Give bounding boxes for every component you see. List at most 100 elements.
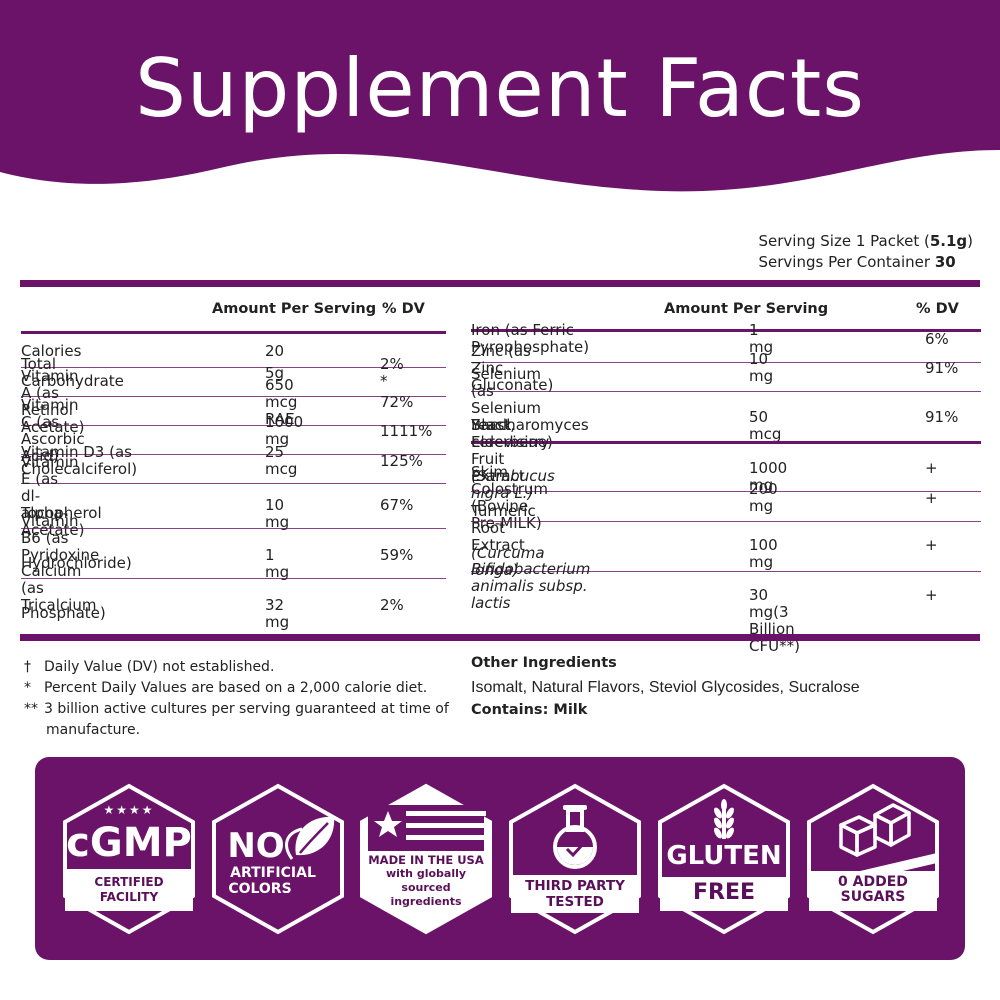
nutrient-amount: 5g (265, 363, 285, 382)
serving-size: Serving Size 1 Packet (5.1g) (758, 232, 974, 250)
nutrient-dv: 59% (380, 546, 414, 564)
third-party-line1: THIRD PARTY (525, 878, 625, 894)
nutrient-name-cont: Tocopherol Acetate) (21, 504, 102, 539)
nutrient-name: Iron (as Ferric Pyrophosphate) (471, 321, 590, 356)
footnotes: † Daily Value (DV) not established. * Perc… (24, 657, 454, 741)
flask-icon (553, 805, 597, 869)
nutrient-name: Skim Colostrum (Bovine Pre-MILK) (471, 463, 548, 532)
no-text: NO (227, 826, 285, 866)
made-in-usa-badge: MADE IN THE USA with globally sourced in… (358, 783, 494, 935)
other-ingredients-text: Isomalt, Natural Flavors, Steviol Glycos… (471, 679, 860, 696)
right-header-rule (471, 329, 981, 332)
hexagon-icon (807, 783, 939, 935)
no-artificial-colors-badge: NO ARTIFICIAL COLORS (210, 783, 346, 935)
nutrient-amount: 32 mg (265, 596, 290, 631)
sugars-line2: SUGARS (840, 889, 906, 905)
usa-line4: ingredients (390, 895, 462, 908)
right-facts-table: Amount Per Serving % DV Iron (as Ferric … (471, 287, 981, 655)
nutrient-name: Total Carbohydrate (21, 355, 124, 390)
right-amount-header: Amount Per Serving (664, 301, 829, 317)
nutrient-dv: + (925, 586, 938, 604)
nutrient-amount: 1 mg (265, 546, 290, 581)
other-ingredients-title: Other Ingredients (471, 655, 617, 671)
nutrient-amount: 20 (265, 342, 285, 360)
footnote-cont: manufacture. (46, 722, 141, 738)
stars-icon: ★★★★ (103, 803, 155, 817)
nutrient-amount: 1 mg (749, 321, 774, 356)
nutrient-name-cont: lactis (471, 594, 511, 612)
nutrient-name: Vitamin C (as Ascorbic Acid) (21, 396, 85, 465)
nutrient-name: Vitamin A (as Retinol Acetate) (21, 367, 85, 436)
nutrient-dv: 72% (380, 392, 414, 411)
usa-line2: with globally (385, 867, 467, 880)
nutrient-dv: + (925, 459, 938, 477)
nutrient-amount: 50 mcg (749, 408, 782, 443)
footnote: † Daily Value (DV) not established. (24, 659, 275, 675)
right-dv-header: % DV (916, 301, 959, 317)
left-dv-header: % DV (382, 301, 425, 317)
cgmp-line1: CERTIFIED (94, 875, 164, 889)
nutrient-amount: 200 mg (749, 480, 778, 515)
nutrient-amount: 25 mcg (265, 443, 298, 478)
page-title: Supplement Facts (135, 42, 865, 135)
nutrient-dv: + (925, 536, 938, 554)
footnote: * Percent Daily Values are based on a 2,0… (24, 680, 428, 696)
nutrient-amount: 10 mg (265, 496, 290, 531)
no-added-sugars-badge: 0 ADDED SUGARS (805, 783, 941, 935)
nutrient-amount: 30 mg(3 Billion CFU**) (749, 586, 800, 655)
free-text: FREE (692, 880, 756, 905)
serving-info: Serving Size 1 Packet (5.1g) Servings Pe… (759, 231, 974, 273)
usa-line1: MADE IN THE USA (368, 853, 484, 867)
header: Supplement Facts (0, 0, 1000, 215)
nutrient-name: Calcium (as Tricalcium (21, 561, 97, 614)
nutrient-amount: 100 mg (749, 536, 778, 571)
hexagon-icon (63, 783, 195, 935)
hexagon-icon (212, 783, 344, 935)
sugar-cubes-icon (839, 803, 911, 857)
no-colors-line1: ARTIFICIAL (230, 865, 316, 881)
nutrient-name: Selenium (as Selenium Yeast, (471, 365, 541, 434)
nutrient-name: Turmeric Root Extract (471, 501, 536, 554)
nutrient-dv: 1111% (380, 421, 433, 440)
no-colors-line2: COLORS (228, 881, 292, 897)
nutrient-dv: 2% * (380, 355, 404, 390)
hexagon-icon (509, 783, 641, 935)
sugars-line1: 0 ADDED (838, 874, 908, 890)
gluten-free-badge: GLUTEN FREE (656, 783, 792, 935)
nutrient-name: Bifidobacterium animalis subsp. (471, 560, 591, 595)
nutrient-name: Black Elderberry Fruit Extract (471, 416, 550, 485)
usa-flag-icon (368, 805, 486, 851)
nutrient-dv: 67% (380, 496, 414, 514)
nutrient-name: Zinc (as Zinc Gluconate) (471, 341, 554, 394)
nutrient-name: Vitamin E (as dl-alpha- (21, 453, 79, 522)
contains-allergen: Contains: Milk (471, 702, 588, 718)
left-header-rule (21, 331, 446, 334)
cgmp-text: cGMP (66, 820, 192, 866)
leaf-icon (285, 816, 335, 860)
nutrient-name-cont: Phosphate) (21, 604, 106, 622)
nutrient-dv: 125% (380, 451, 423, 470)
wheat-icon (714, 799, 734, 839)
nutrient-dv: 6% (925, 329, 949, 348)
servings-per-container: Servings Per Container 30 (758, 253, 956, 271)
nutrient-dv: 91% (925, 358, 959, 377)
header-wave (0, 0, 1000, 192)
right-section-rule (471, 441, 981, 444)
hexagon-icon (360, 783, 492, 935)
nutrient-dv: 2% (380, 596, 404, 614)
bottom-rule (20, 634, 980, 641)
gluten-text: GLUTEN (666, 841, 782, 871)
nutrient-name-cont: Hydrochloride) (21, 554, 132, 572)
cgmp-line2: FACILITY (99, 890, 159, 904)
third-party-tested-badge: THIRD PARTY TESTED (507, 783, 643, 935)
footnote: ** 3 billion active cultures per serving … (24, 701, 449, 717)
nutrient-amount: 10 mg (749, 350, 774, 385)
top-rule (20, 280, 980, 287)
nutrient-name-cont: (Curcuma longa) (471, 544, 545, 579)
nutrient-name: Calories (21, 342, 82, 360)
cgmp-badge: ★★★★ cGMP CERTIFIED FACILITY (61, 783, 197, 935)
third-party-line2: TESTED (546, 894, 604, 910)
nutrient-amount: 650 mcg RAE (265, 375, 298, 428)
nutrient-name-cont: (Sambucus nigra L.) (471, 467, 555, 502)
usa-line3: sourced (401, 881, 451, 894)
